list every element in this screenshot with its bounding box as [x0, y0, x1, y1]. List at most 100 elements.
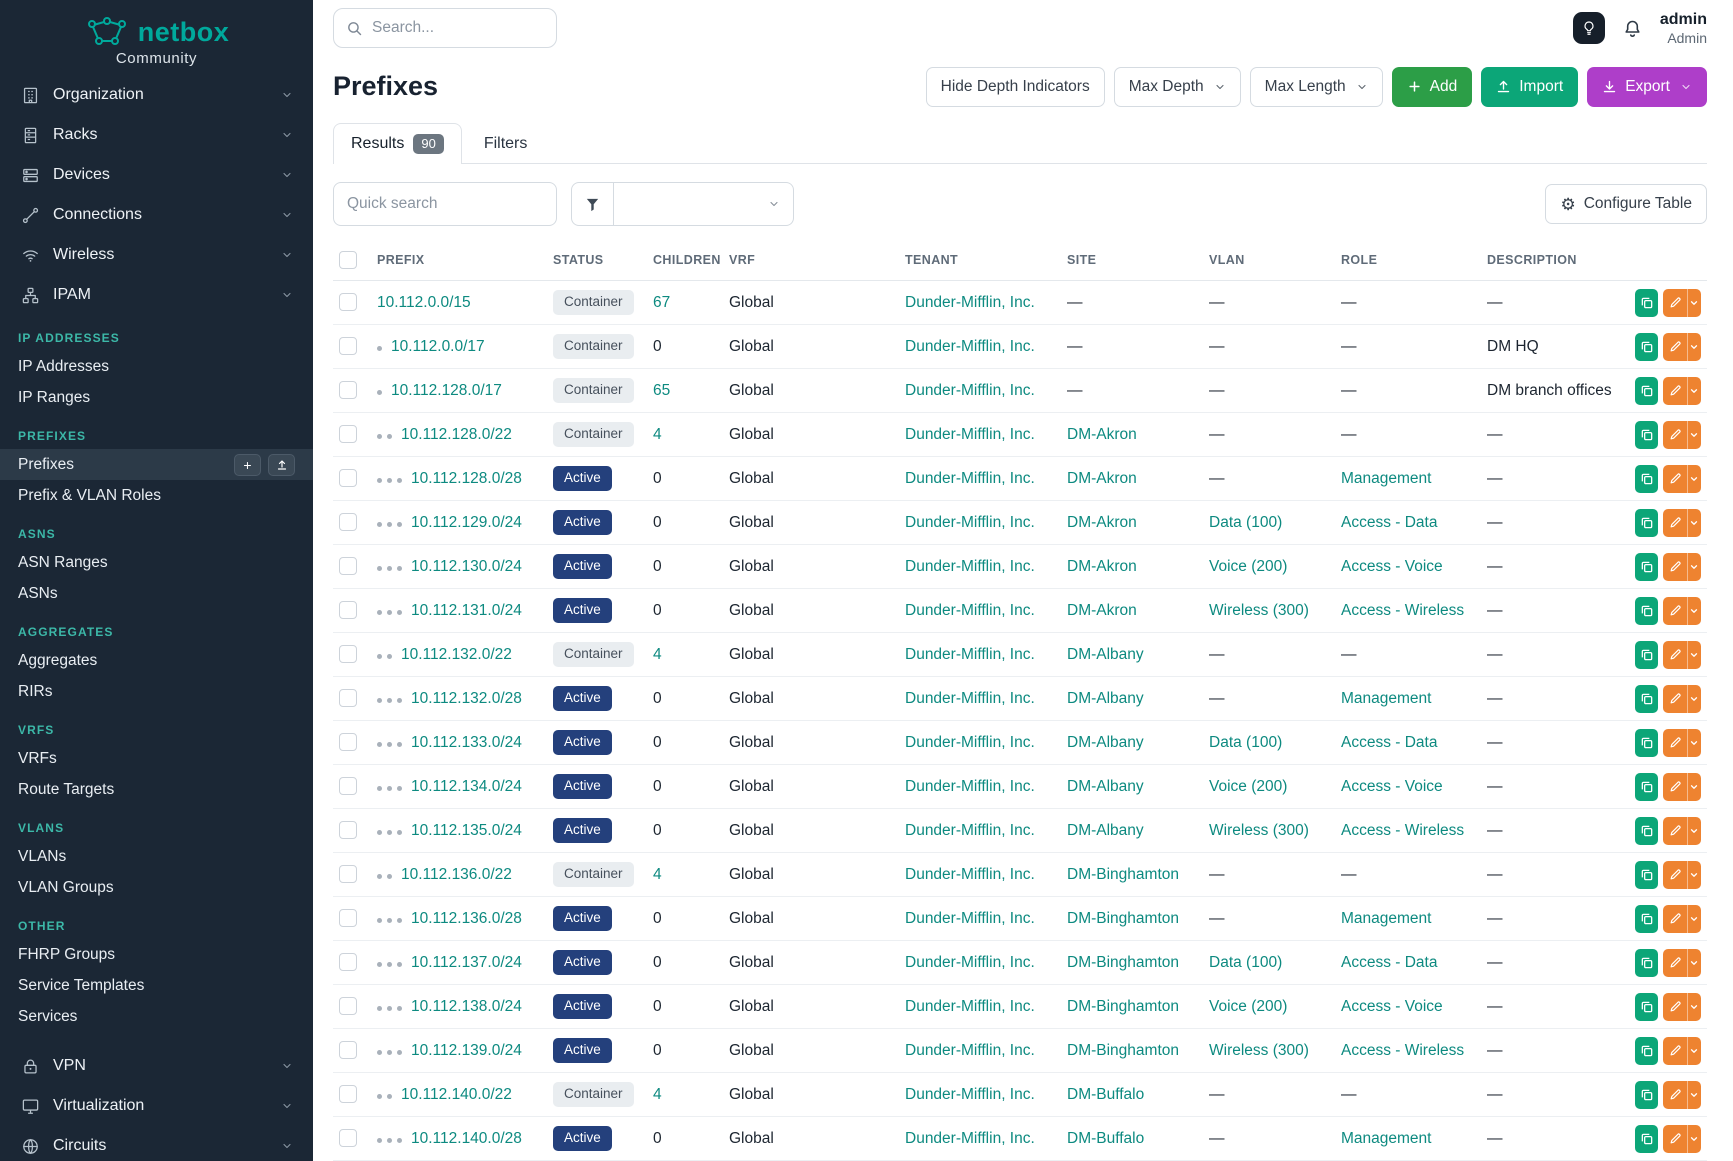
role-link[interactable]: Access - Voice	[1341, 777, 1443, 795]
row-checkbox[interactable]	[339, 953, 357, 972]
edit-button[interactable]	[1663, 1124, 1687, 1153]
site-link[interactable]: DM-Albany	[1067, 645, 1144, 663]
children-count[interactable]: 67	[653, 293, 671, 311]
prefix-link[interactable]: 10.112.128.0/22	[401, 425, 512, 443]
sidebar-item-connections[interactable]: Connections	[0, 195, 313, 235]
edit-button[interactable]	[1663, 1036, 1687, 1065]
tenant-link[interactable]: Dunder-Mifflin, Inc.	[905, 469, 1035, 487]
site-link[interactable]: DM-Buffalo	[1067, 1129, 1145, 1147]
prefix-link[interactable]: 10.112.130.0/24	[411, 557, 522, 575]
copy-button[interactable]	[1635, 376, 1659, 405]
edit-button[interactable]	[1663, 904, 1687, 933]
prefix-link[interactable]: 10.112.134.0/24	[411, 777, 522, 795]
row-checkbox[interactable]	[339, 645, 357, 664]
row-checkbox[interactable]	[339, 865, 357, 884]
copy-button[interactable]	[1635, 772, 1659, 801]
prefix-link[interactable]: 10.112.140.0/28	[411, 1129, 522, 1147]
row-checkbox[interactable]	[339, 821, 357, 840]
tenant-link[interactable]: Dunder-Mifflin, Inc.	[905, 645, 1035, 663]
edit-button[interactable]	[1663, 508, 1687, 537]
edit-dropdown-caret[interactable]	[1686, 508, 1701, 537]
tenant-link[interactable]: Dunder-Mifflin, Inc.	[905, 1041, 1035, 1059]
role-link[interactable]: Access - Voice	[1341, 997, 1443, 1015]
netbox-logo[interactable]: netbox Community	[0, 0, 313, 75]
sidebar-item-asn-ranges[interactable]: ASN Ranges	[0, 547, 313, 578]
add-button[interactable]: Add	[1391, 66, 1473, 107]
global-search[interactable]	[333, 8, 557, 49]
edit-button[interactable]	[1663, 816, 1687, 845]
vlan-link[interactable]: Data (100)	[1209, 733, 1283, 751]
row-checkbox[interactable]	[339, 337, 357, 356]
edit-button[interactable]	[1663, 288, 1687, 317]
copy-button[interactable]	[1635, 508, 1659, 537]
prefix-link[interactable]: 10.112.138.0/24	[411, 997, 522, 1015]
row-checkbox[interactable]	[339, 381, 357, 400]
site-link[interactable]: DM-Akron	[1067, 601, 1137, 619]
saved-filter-select[interactable]	[614, 182, 794, 226]
edit-dropdown-caret[interactable]	[1686, 288, 1701, 317]
tenant-link[interactable]: Dunder-Mifflin, Inc.	[905, 513, 1035, 531]
tenant-link[interactable]: Dunder-Mifflin, Inc.	[905, 821, 1035, 839]
vlan-link[interactable]: Voice (200)	[1209, 777, 1288, 795]
tenant-link[interactable]: Dunder-Mifflin, Inc.	[905, 337, 1035, 355]
row-checkbox[interactable]	[339, 293, 357, 312]
row-checkbox[interactable]	[339, 513, 357, 532]
children-count[interactable]: 65	[653, 381, 671, 399]
row-checkbox[interactable]	[339, 469, 357, 488]
edit-dropdown-caret[interactable]	[1686, 420, 1701, 449]
site-link[interactable]: DM-Albany	[1067, 821, 1144, 839]
site-link[interactable]: DM-Akron	[1067, 425, 1137, 443]
copy-button[interactable]	[1635, 464, 1659, 493]
role-link[interactable]: Access - Data	[1341, 513, 1438, 531]
sidebar-item-circuits[interactable]: Circuits	[0, 1126, 313, 1161]
prefix-link[interactable]: 10.112.140.0/22	[401, 1085, 512, 1103]
site-link[interactable]: DM-Akron	[1067, 469, 1137, 487]
quick-search-input[interactable]	[333, 182, 557, 226]
edit-dropdown-caret[interactable]	[1686, 332, 1701, 361]
user-menu[interactable]: admin Admin	[1660, 11, 1707, 45]
edit-button[interactable]	[1663, 948, 1687, 977]
sidebar-item-virtualization[interactable]: Virtualization	[0, 1086, 313, 1126]
prefix-link[interactable]: 10.112.137.0/24	[411, 953, 522, 971]
copy-button[interactable]	[1635, 420, 1659, 449]
row-checkbox[interactable]	[339, 909, 357, 928]
row-checkbox[interactable]	[339, 1129, 357, 1148]
edit-button[interactable]	[1663, 992, 1687, 1021]
prefix-link[interactable]: 10.112.131.0/24	[411, 601, 522, 619]
theme-toggle-button[interactable]	[1572, 12, 1605, 45]
sidebar-item-vlans[interactable]: VLANs	[0, 841, 313, 872]
filter-funnel-button[interactable]	[571, 182, 614, 226]
copy-button[interactable]	[1635, 288, 1659, 317]
site-link[interactable]: DM-Albany	[1067, 689, 1144, 707]
sidebar-item-prefixes[interactable]: Prefixes +	[0, 449, 313, 480]
edit-dropdown-caret[interactable]	[1686, 772, 1701, 801]
edit-button[interactable]	[1663, 684, 1687, 713]
column-header-status[interactable]: STATUS	[547, 240, 647, 281]
children-count[interactable]: 4	[653, 865, 662, 883]
sidebar-item-aggregates[interactable]: Aggregates	[0, 645, 313, 676]
sidebar-item-rirs[interactable]: RIRs	[0, 676, 313, 707]
role-link[interactable]: Management	[1341, 909, 1432, 927]
edit-dropdown-caret[interactable]	[1686, 684, 1701, 713]
row-checkbox[interactable]	[339, 777, 357, 796]
row-checkbox[interactable]	[339, 689, 357, 708]
prefix-link[interactable]: 10.112.132.0/22	[401, 645, 512, 663]
tenant-link[interactable]: Dunder-Mifflin, Inc.	[905, 381, 1035, 399]
role-link[interactable]: Management	[1341, 1129, 1432, 1147]
role-link[interactable]: Access - Wireless	[1341, 1041, 1465, 1059]
sidebar-item-ip-addresses[interactable]: IP Addresses	[0, 351, 313, 382]
edit-dropdown-caret[interactable]	[1686, 1124, 1701, 1153]
sidebar-item-ipam[interactable]: IPAM	[0, 275, 313, 315]
children-count[interactable]: 4	[653, 425, 662, 443]
edit-dropdown-caret[interactable]	[1686, 596, 1701, 625]
import-button[interactable]: Import	[1481, 66, 1579, 107]
edit-button[interactable]	[1663, 860, 1687, 889]
copy-button[interactable]	[1635, 904, 1659, 933]
role-link[interactable]: Access - Data	[1341, 953, 1438, 971]
copy-button[interactable]	[1635, 596, 1659, 625]
column-header-role[interactable]: ROLE	[1335, 240, 1481, 281]
edit-dropdown-caret[interactable]	[1686, 904, 1701, 933]
copy-button[interactable]	[1635, 816, 1659, 845]
role-link[interactable]: Access - Wireless	[1341, 821, 1465, 839]
role-link[interactable]: Access - Data	[1341, 733, 1438, 751]
